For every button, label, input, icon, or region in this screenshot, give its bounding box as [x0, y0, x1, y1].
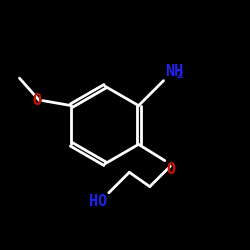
- Text: HO: HO: [89, 194, 108, 209]
- Text: O: O: [166, 162, 175, 177]
- Text: NH: NH: [165, 64, 183, 78]
- Text: O: O: [32, 92, 42, 108]
- Text: 2: 2: [176, 70, 183, 80]
